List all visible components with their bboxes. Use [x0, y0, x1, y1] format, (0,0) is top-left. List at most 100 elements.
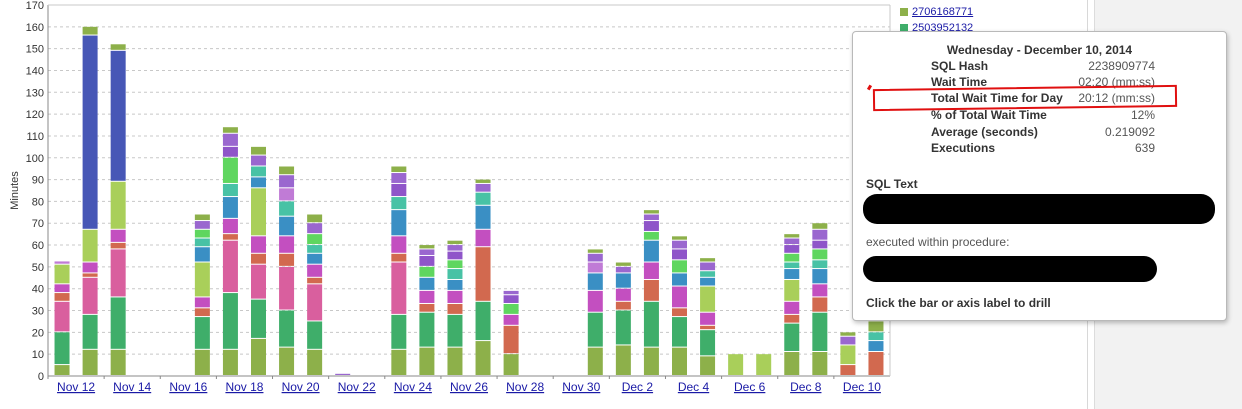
bar-segment[interactable] [251, 188, 266, 236]
bar-segment[interactable] [279, 175, 295, 188]
bar-segment[interactable] [194, 262, 210, 297]
bar-segment[interactable] [54, 264, 70, 284]
bar-segment[interactable] [615, 301, 631, 310]
bar-segment[interactable] [672, 236, 687, 240]
bar-segment[interactable] [279, 188, 295, 201]
bar-segment[interactable] [475, 179, 491, 183]
x-tick-label[interactable]: Nov 26 [450, 380, 488, 394]
bar-segment[interactable] [391, 314, 407, 349]
bar-segment[interactable] [840, 332, 856, 336]
bar-segment[interactable] [307, 277, 323, 284]
bar-segment[interactable] [503, 314, 519, 325]
bar-segment[interactable] [475, 205, 491, 229]
bar-segment[interactable] [279, 253, 295, 266]
bar-segment[interactable] [672, 286, 687, 308]
x-tick-label[interactable]: Nov 18 [225, 380, 263, 394]
bar-segment[interactable] [82, 277, 98, 314]
bar-segment[interactable] [222, 146, 238, 157]
bar-segment[interactable] [784, 238, 800, 245]
bar-segment[interactable] [643, 262, 659, 279]
bar-segment[interactable] [82, 262, 98, 273]
bar-segment[interactable] [784, 234, 800, 238]
bar-segment[interactable] [419, 312, 435, 347]
bar-segment[interactable] [54, 332, 70, 365]
bar-segment[interactable] [868, 321, 884, 332]
bar-segment[interactable] [307, 253, 323, 264]
bar-segment[interactable] [391, 349, 407, 375]
bar-segment[interactable] [419, 347, 435, 375]
bar-segment[interactable] [784, 323, 800, 351]
bar-segment[interactable] [756, 354, 772, 375]
bar-segment[interactable] [307, 223, 323, 234]
bar-segment[interactable] [279, 166, 295, 175]
bar-segment[interactable] [110, 242, 126, 249]
bar-segment[interactable] [812, 249, 828, 260]
bar-segment[interactable] [391, 253, 407, 262]
bar-segment[interactable] [475, 229, 491, 247]
bar-segment[interactable] [391, 197, 407, 210]
bar-segment[interactable] [222, 234, 238, 240]
bar-segment[interactable] [475, 183, 491, 192]
bar-segment[interactable] [643, 279, 659, 301]
bar-segment[interactable] [82, 35, 98, 229]
bar-segment[interactable] [307, 214, 323, 223]
bar-segment[interactable] [194, 247, 210, 262]
bar-segment[interactable] [419, 245, 435, 249]
bar-segment[interactable] [251, 299, 266, 338]
x-tick-label[interactable]: Nov 12 [57, 380, 95, 394]
bar-segment[interactable] [643, 347, 659, 375]
bar-segment[interactable] [840, 345, 856, 365]
bar-segment[interactable] [194, 221, 210, 229]
bar-segment[interactable] [222, 183, 238, 197]
x-tick-label[interactable]: Dec 10 [843, 380, 881, 394]
bar-segment[interactable] [251, 253, 266, 264]
bar-segment[interactable] [700, 277, 716, 286]
bar-segment[interactable] [447, 347, 463, 375]
bar-segment[interactable] [222, 133, 238, 146]
bar-segment[interactable] [335, 373, 351, 375]
legend-label[interactable]: 2706168771 [912, 6, 974, 18]
bar-segment[interactable] [868, 351, 884, 375]
bar-segment[interactable] [110, 229, 126, 242]
bar-segment[interactable] [419, 277, 435, 290]
bar-segment[interactable] [587, 262, 603, 273]
bar-segment[interactable] [784, 351, 800, 375]
bar-segment[interactable] [475, 192, 491, 205]
bar-segment[interactable] [251, 155, 266, 166]
bar-segment[interactable] [587, 347, 603, 375]
bar-segment[interactable] [643, 301, 659, 347]
bar-segment[interactable] [447, 245, 463, 251]
bar-segment[interactable] [447, 290, 463, 303]
bar-segment[interactable] [447, 303, 463, 314]
x-tick-label[interactable]: Nov 16 [169, 380, 207, 394]
bar-segment[interactable] [587, 273, 603, 290]
bar-segment[interactable] [82, 314, 98, 349]
bar-segment[interactable] [700, 356, 716, 375]
x-tick-label[interactable]: Nov 20 [282, 380, 320, 394]
x-tick-label[interactable]: Nov 14 [113, 380, 151, 394]
bar-segment[interactable] [700, 271, 716, 277]
bar-segment[interactable] [840, 336, 856, 345]
bar-segment[interactable] [82, 229, 98, 262]
bar-segment[interactable] [110, 349, 126, 375]
bar-segment[interactable] [391, 183, 407, 197]
bar-segment[interactable] [615, 273, 631, 288]
bar-segment[interactable] [279, 201, 295, 216]
bar-segment[interactable] [615, 310, 631, 345]
bar-segment[interactable] [194, 349, 210, 375]
bar-segment[interactable] [251, 338, 266, 375]
bar-segment[interactable] [672, 240, 687, 249]
bar-segment[interactable] [700, 286, 716, 312]
bar-segment[interactable] [672, 317, 687, 347]
bar-segment[interactable] [419, 303, 435, 312]
x-tick-label[interactable]: Nov 28 [506, 380, 544, 394]
bar-segment[interactable] [222, 349, 238, 375]
bar-segment[interactable] [222, 157, 238, 183]
x-tick-label[interactable]: Nov 24 [394, 380, 432, 394]
bar-segment[interactable] [447, 314, 463, 347]
bar-segment[interactable] [307, 321, 323, 349]
bar-segment[interactable] [784, 262, 800, 269]
bar-segment[interactable] [615, 266, 631, 273]
bar-segment[interactable] [643, 231, 659, 240]
bar-segment[interactable] [251, 264, 266, 299]
